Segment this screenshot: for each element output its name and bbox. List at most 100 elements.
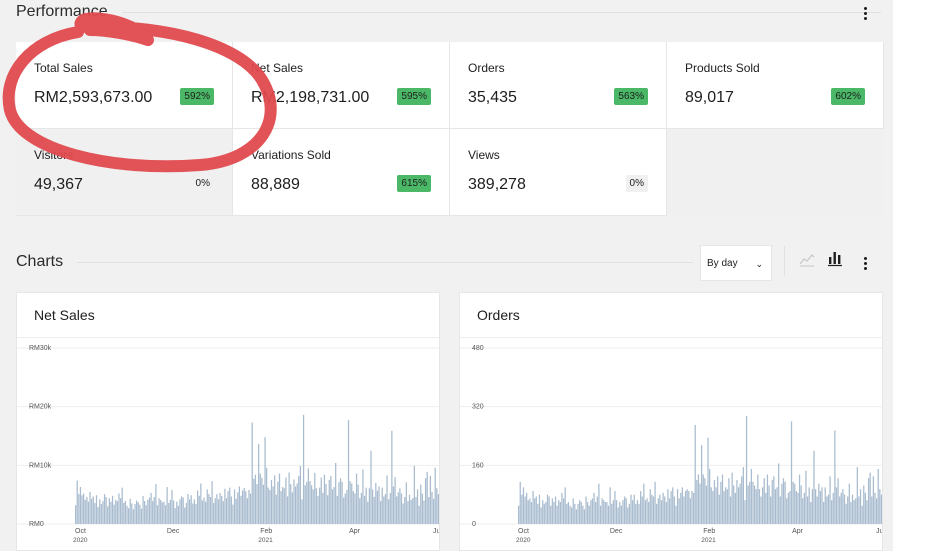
chart-bar[interactable] xyxy=(808,487,810,524)
chart-bar[interactable] xyxy=(349,481,351,524)
chart-bar[interactable] xyxy=(307,468,310,524)
chart-bar[interactable] xyxy=(545,502,547,524)
chart-bar[interactable] xyxy=(402,503,404,524)
chart-bar[interactable] xyxy=(800,485,802,525)
chart-bar[interactable] xyxy=(747,485,749,525)
chart-bar[interactable] xyxy=(524,496,526,525)
chart-bar[interactable] xyxy=(185,502,188,524)
chart-bar[interactable] xyxy=(171,489,173,524)
chart-bar[interactable] xyxy=(299,465,301,524)
chart-bar[interactable] xyxy=(627,507,629,525)
chart-bar[interactable] xyxy=(197,490,199,524)
chart-bar[interactable] xyxy=(810,502,812,524)
chart-bar[interactable] xyxy=(863,485,865,525)
chart-bar[interactable] xyxy=(190,495,192,524)
chart-bar[interactable] xyxy=(856,467,858,524)
chart-bar[interactable] xyxy=(254,474,257,524)
chart-bar[interactable] xyxy=(78,494,80,524)
chart-bar[interactable] xyxy=(126,505,128,524)
chart-bar[interactable] xyxy=(211,481,213,524)
chart-bar[interactable] xyxy=(258,444,260,524)
chart-bar[interactable] xyxy=(848,483,850,524)
chart-bar[interactable] xyxy=(633,494,635,524)
chart-bar[interactable] xyxy=(381,487,383,524)
chart-bar[interactable] xyxy=(522,487,525,524)
chart-bar[interactable] xyxy=(195,504,197,524)
chart-bar[interactable] xyxy=(607,505,610,524)
chart-bar[interactable] xyxy=(304,485,306,524)
chart-bar[interactable] xyxy=(526,492,528,524)
chart-bar[interactable] xyxy=(543,503,545,524)
chart-bar[interactable] xyxy=(570,507,573,525)
chart-bar[interactable] xyxy=(590,500,592,524)
chart-bar[interactable] xyxy=(794,483,796,524)
chart-bar[interactable] xyxy=(94,502,96,524)
chart-bar[interactable] xyxy=(360,492,362,524)
chart-bar[interactable] xyxy=(394,477,396,524)
chart-bar[interactable] xyxy=(855,498,857,524)
chart-bar[interactable] xyxy=(341,481,343,524)
chart-bar[interactable] xyxy=(609,487,611,524)
chart-bar[interactable] xyxy=(221,495,223,524)
chart-bar[interactable] xyxy=(107,506,109,524)
chart-bar[interactable] xyxy=(352,491,354,524)
chart-bar[interactable] xyxy=(240,495,242,524)
chart-bar[interactable] xyxy=(246,498,249,524)
chart-bar[interactable] xyxy=(771,480,773,524)
chart-bar[interactable] xyxy=(816,496,818,525)
chart-bar[interactable] xyxy=(285,477,287,524)
chart-bar[interactable] xyxy=(861,505,863,524)
chart-bar[interactable] xyxy=(691,491,693,524)
chart-bar[interactable] xyxy=(434,467,436,524)
chart-bar[interactable] xyxy=(798,474,801,525)
chart-bar[interactable] xyxy=(105,497,107,524)
chart-bar[interactable] xyxy=(266,467,268,524)
chart-bar[interactable] xyxy=(140,508,143,524)
chart-bar[interactable] xyxy=(827,494,830,524)
chart-bar[interactable] xyxy=(95,495,98,524)
chart-bar[interactable] xyxy=(721,474,724,525)
chart-bar[interactable] xyxy=(660,500,663,524)
chart-bar[interactable] xyxy=(131,503,133,524)
chart-bar[interactable] xyxy=(129,498,131,524)
chart-bar[interactable] xyxy=(405,482,407,524)
chart-bar[interactable] xyxy=(853,500,855,524)
more-vertical-icon[interactable] xyxy=(857,3,873,23)
chart-bar[interactable] xyxy=(728,478,730,524)
chart-bar[interactable] xyxy=(286,496,289,524)
chart-bar[interactable] xyxy=(75,505,77,524)
chart-bar[interactable] xyxy=(278,473,281,524)
chart-bar[interactable] xyxy=(601,498,603,524)
chart-bar[interactable] xyxy=(310,485,313,524)
chart-bar[interactable] xyxy=(192,503,194,524)
chart-bar[interactable] xyxy=(575,509,578,524)
chart-bar[interactable] xyxy=(347,420,350,524)
tile-visitors[interactable]: Visitors 49,367 0% xyxy=(16,129,233,216)
chart-bar[interactable] xyxy=(144,501,146,524)
chart-bar[interactable] xyxy=(274,475,276,524)
chart-bar[interactable] xyxy=(290,484,292,524)
chart-bar[interactable] xyxy=(344,493,346,524)
chart-bar[interactable] xyxy=(436,488,438,524)
tile-orders[interactable]: Orders 35,435 563% xyxy=(450,42,667,129)
chart-bar[interactable] xyxy=(198,495,200,524)
chart-bar[interactable] xyxy=(182,497,184,524)
chart-bar[interactable] xyxy=(249,493,252,524)
chart-bar[interactable] xyxy=(180,496,183,524)
chart-bar[interactable] xyxy=(577,503,579,524)
chart-bar[interactable] xyxy=(164,505,167,524)
chart-bar[interactable] xyxy=(622,500,624,524)
chart-bar[interactable] xyxy=(723,491,725,524)
chart-bar[interactable] xyxy=(697,474,700,525)
chart-bar[interactable] xyxy=(818,483,820,524)
chart-bar[interactable] xyxy=(315,488,318,524)
chart-bar[interactable] xyxy=(139,504,141,524)
chart-bar[interactable] xyxy=(209,497,212,524)
chart-bar[interactable] xyxy=(673,496,675,525)
chart-bar[interactable] xyxy=(253,478,255,524)
chart-bar[interactable] xyxy=(354,493,356,524)
chart-bar[interactable] xyxy=(291,492,293,524)
chart-bar[interactable] xyxy=(688,491,690,524)
chart-bar[interactable] xyxy=(187,494,189,524)
chart-bar[interactable] xyxy=(424,478,427,524)
